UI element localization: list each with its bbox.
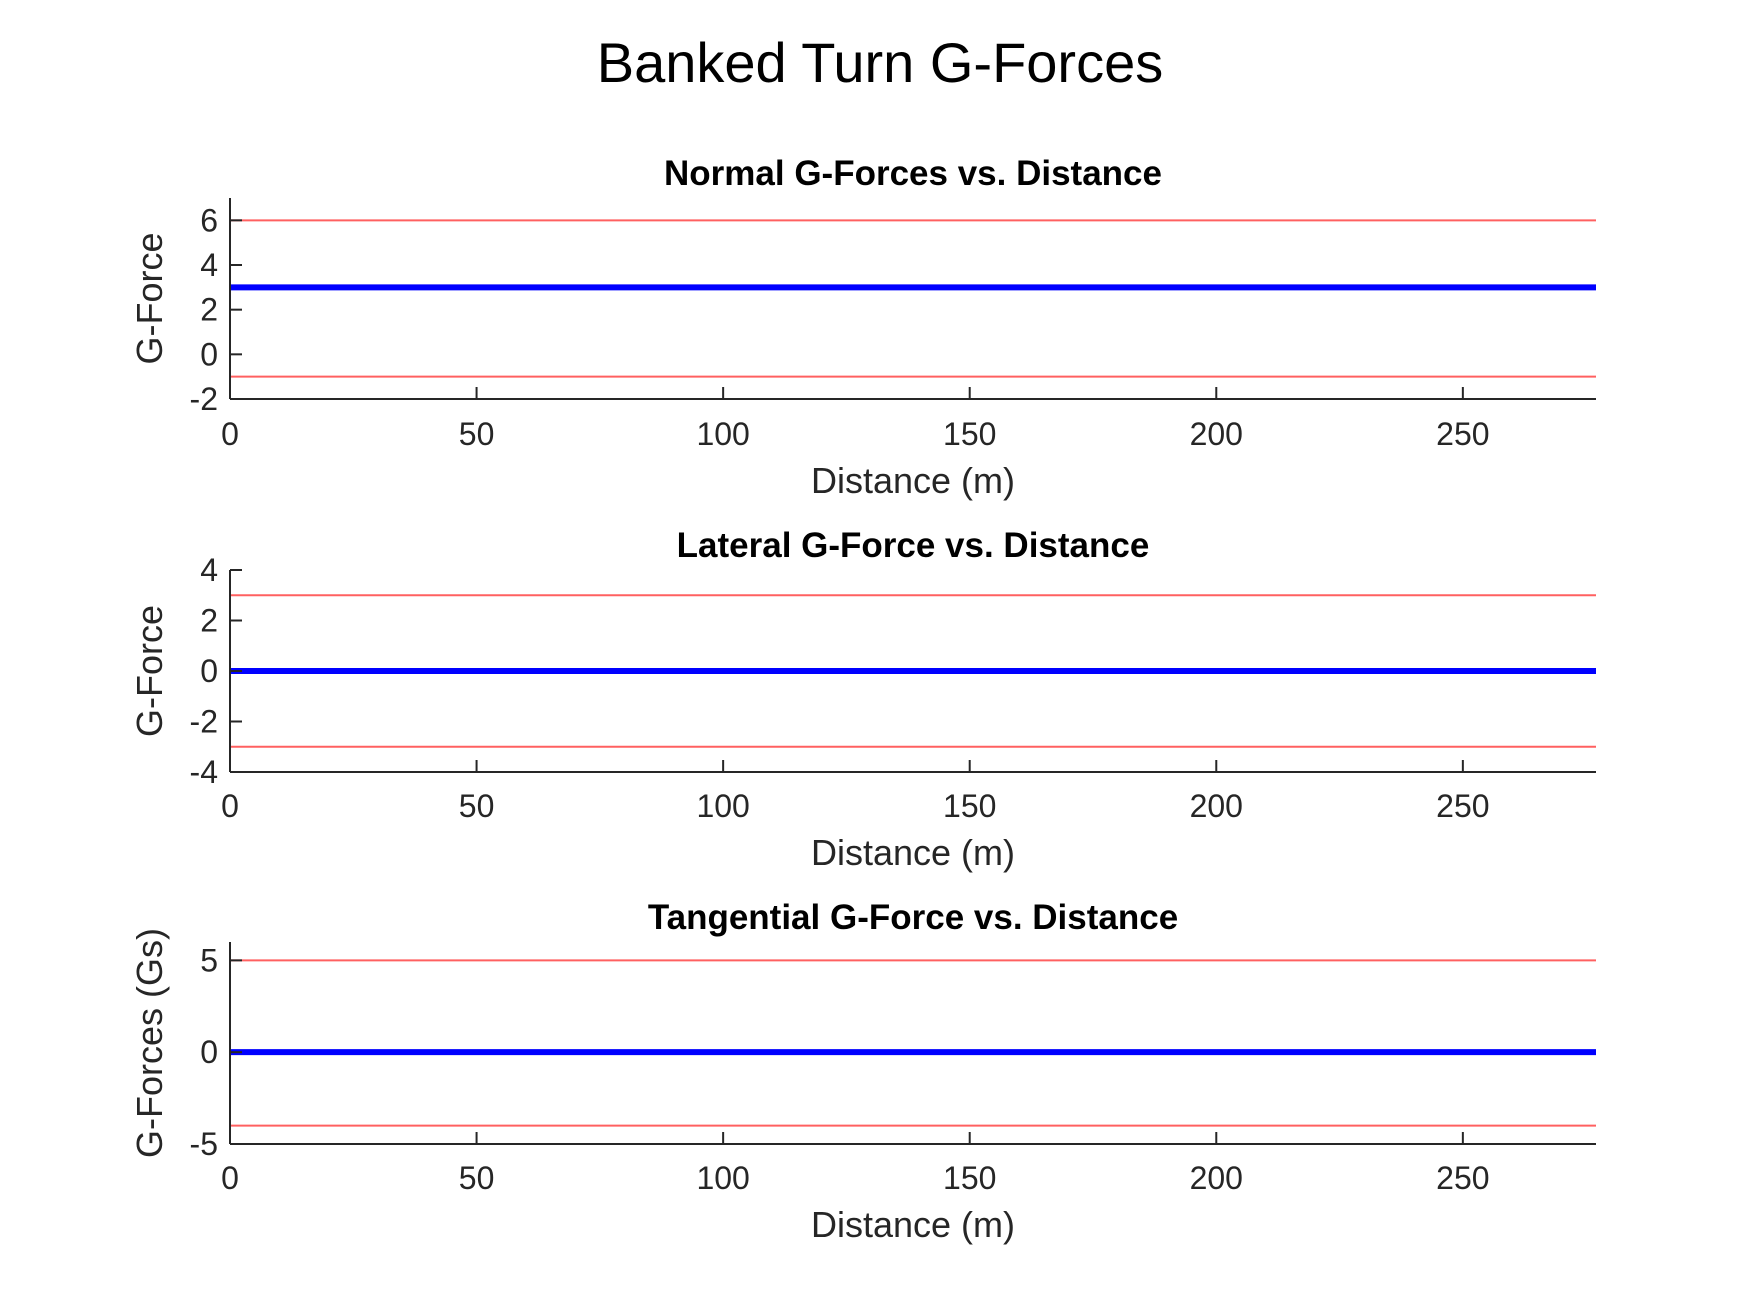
x-tick-label: 50 — [459, 416, 495, 452]
y-axis-label: G-Forces (Gs) — [129, 928, 170, 1158]
x-axis-label: Distance (m) — [811, 1204, 1015, 1245]
x-tick-label: 100 — [696, 1160, 749, 1196]
x-tick-label: 250 — [1436, 416, 1489, 452]
x-tick-label: 50 — [459, 1160, 495, 1196]
y-tick-label: 5 — [200, 942, 218, 978]
subplot-title: Lateral G-Force vs. Distance — [677, 526, 1150, 565]
x-tick-label: 150 — [943, 1160, 996, 1196]
y-tick-label: -4 — [190, 754, 218, 790]
x-tick-label: 100 — [696, 416, 749, 452]
x-tick-label: 100 — [696, 788, 749, 824]
x-tick-label: 250 — [1436, 788, 1489, 824]
y-tick-label: 4 — [200, 247, 218, 283]
x-tick-label: 200 — [1190, 788, 1243, 824]
x-tick-label: 150 — [943, 416, 996, 452]
x-axis-label: Distance (m) — [811, 832, 1015, 873]
y-tick-label: 2 — [200, 603, 218, 639]
y-tick-label: -2 — [190, 381, 218, 417]
x-axis-label: Distance (m) — [811, 460, 1015, 501]
y-axis-label: G-Force — [129, 605, 170, 737]
y-tick-label: 6 — [200, 202, 218, 238]
subplot-title: Normal G-Forces vs. Distance — [664, 154, 1162, 193]
y-axis-label: G-Force — [129, 232, 170, 364]
subplot-title: Tangential G-Force vs. Distance — [648, 898, 1178, 937]
y-tick-label: 0 — [200, 653, 218, 689]
y-tick-label: 2 — [200, 292, 218, 328]
x-tick-label: 150 — [943, 788, 996, 824]
figure-title: Banked Turn G-Forces — [597, 31, 1163, 94]
x-tick-label: 200 — [1190, 416, 1243, 452]
x-tick-label: 50 — [459, 788, 495, 824]
y-tick-label: -2 — [190, 704, 218, 740]
x-tick-label: 0 — [221, 416, 239, 452]
subplot-2: 0 50 100 150 200 250 -4 -2 0 2 4 Lateral G-Force vs… — [129, 526, 1596, 873]
x-tick-label: 0 — [221, 1160, 239, 1196]
x-tick-label: 250 — [1436, 1160, 1489, 1196]
x-tick-label: 0 — [221, 788, 239, 824]
y-tick-label: 0 — [200, 1034, 218, 1070]
y-tick-label: 0 — [200, 336, 218, 372]
x-tick-label: 200 — [1190, 1160, 1243, 1196]
y-tick-label: 4 — [200, 552, 218, 588]
y-tick-label: -5 — [190, 1126, 218, 1162]
